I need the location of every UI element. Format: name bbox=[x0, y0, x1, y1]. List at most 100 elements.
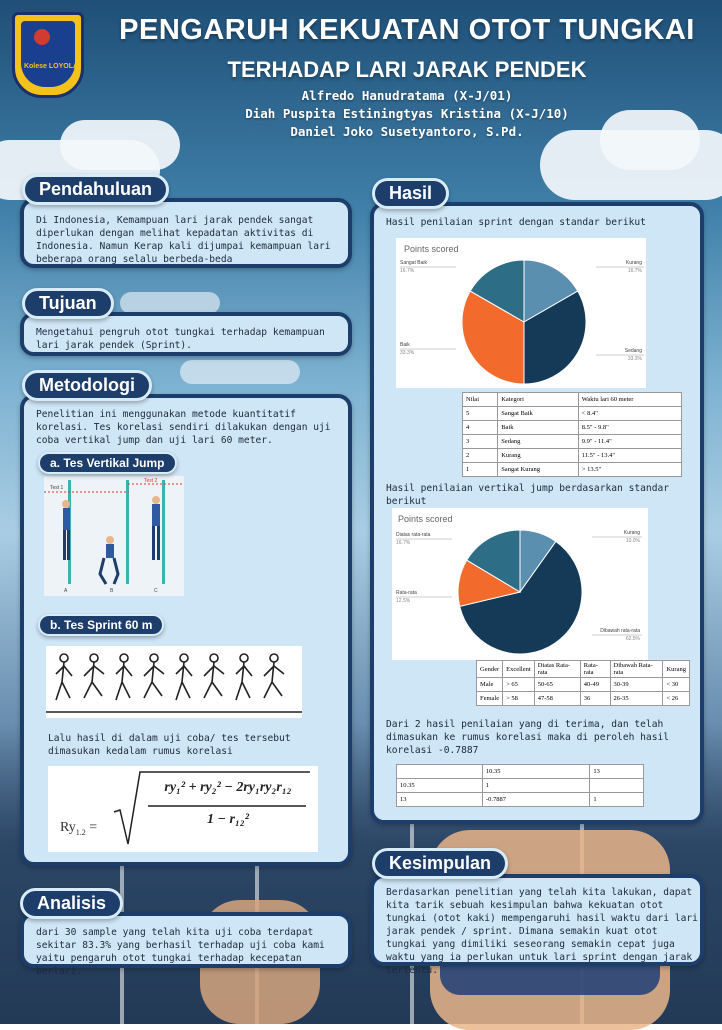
formula-denominator: 1 − r₁₂² bbox=[207, 812, 249, 827]
table-cell: 4 bbox=[461, 420, 499, 435]
pie-value-label: 33.3% bbox=[628, 356, 643, 362]
pie-label: Kurang bbox=[624, 530, 640, 536]
cloud bbox=[180, 360, 300, 384]
jump-standard-table: Gender Excellent Diatas Rata-rata Rata-rata… bbox=[475, 660, 690, 706]
table-header-cell: Excellent bbox=[502, 660, 535, 678]
table-cell: > 65 bbox=[502, 677, 535, 692]
cloud bbox=[120, 292, 220, 314]
hasil-conclusion: Dari 2 hasil penilaian yang di terima, d… bbox=[386, 719, 670, 756]
analisis-box: dari 30 sample yang telah kita uji coba … bbox=[20, 912, 352, 977]
table-cell: 13 bbox=[396, 792, 483, 807]
table-cell: 10.35 bbox=[396, 778, 483, 793]
table-cell: Baik bbox=[497, 420, 579, 435]
pie-value-label: 10.0% bbox=[626, 538, 641, 544]
table-row: 13 -0.7887 1 bbox=[396, 792, 644, 807]
table-row: 4 Baik 8.5" - 9.8" bbox=[461, 420, 683, 435]
table-cell: 11.5" - 13.4" bbox=[577, 448, 683, 463]
jump-label-test2: Test 2 bbox=[144, 478, 158, 484]
table-row: 10.35 13 bbox=[396, 764, 644, 779]
table-cell: < 26 bbox=[662, 691, 690, 706]
jump-label-c: C bbox=[154, 588, 158, 594]
poster-title-line1: PENGARUH KEKUATAN OTOT TUNGKAI bbox=[119, 14, 695, 46]
table-row: Gender Excellent Diatas Rata-rata Rata-rata… bbox=[475, 660, 690, 678]
cloud bbox=[60, 120, 180, 170]
table-cell: 9.9" - 11.4" bbox=[577, 434, 683, 449]
table-cell: Sangat Baik bbox=[497, 406, 579, 421]
pie-value-label: 16.7% bbox=[396, 540, 411, 546]
supervisor: Daniel Joko Susetyantoro, S.Pd. bbox=[290, 124, 524, 139]
table-cell: 1 bbox=[589, 792, 644, 807]
pie-label: Sangat Baik bbox=[400, 260, 427, 266]
table-cell: < 8.4" bbox=[577, 406, 683, 421]
pie-slice-kurang bbox=[523, 259, 579, 323]
table-cell: 36 bbox=[579, 691, 611, 706]
pie-label: Diatas rata-rata bbox=[396, 532, 431, 538]
pie-slice-sangat-baik bbox=[469, 259, 525, 323]
table-cell: 1 bbox=[481, 778, 591, 793]
hasil-heading: Hasil bbox=[372, 178, 450, 209]
tujuan-heading: Tujuan bbox=[22, 288, 114, 319]
poster-title-line2: TERHADAP LARI JARAK PENDEK bbox=[227, 57, 587, 82]
sprint-subheading: b. Tes Sprint 60 m bbox=[38, 614, 165, 636]
pie-label: Baik bbox=[400, 342, 410, 348]
pie-slice-baik bbox=[461, 290, 525, 385]
hasil-intro-sprint: Hasil penilaian sprint dengan standar be… bbox=[386, 217, 646, 228]
table-cell: 5 bbox=[461, 406, 499, 421]
table-row: 3 Sedang 9.9" - 11.4" bbox=[461, 434, 683, 449]
tujuan-text: Mengetahui pengruh otot tungkai terhadap… bbox=[36, 327, 325, 351]
table-cell: 47-58 bbox=[533, 691, 581, 706]
table-cell: 50-65 bbox=[533, 677, 581, 692]
jump-label-b: B bbox=[110, 588, 114, 594]
metodologi-after-text: Lalu hasil di dalam uji coba/ tes terseb… bbox=[48, 733, 291, 757]
formula-lhs-symbol: Ry bbox=[60, 820, 76, 835]
jump-label-a: A bbox=[64, 588, 68, 594]
kesimpulan-text: Berdasarkan penelitian yang telah kita l… bbox=[386, 887, 698, 976]
table-cell: Male bbox=[475, 677, 504, 692]
logo-text: Kolese LOYOLA bbox=[23, 63, 79, 70]
sprint-standard-table: Nilai Kategori Waktu lari 60 meter 5 Sangat … bbox=[461, 392, 683, 477]
kesimpulan-heading: Kesimpulan bbox=[372, 848, 509, 879]
table-header-cell: Diatas Rata-rata bbox=[533, 660, 581, 678]
table-header-cell: Nilai bbox=[461, 392, 499, 407]
correlation-table: 10.35 13 10.35 1 13 -0.7887 1 bbox=[396, 764, 644, 807]
vertical-jump-illustration: Test 1 Test 2 A B C bbox=[44, 478, 184, 594]
table-cell: 10.35 bbox=[481, 764, 591, 779]
hasil-box: Hasil penilaian sprint dengan standar be… bbox=[370, 202, 704, 824]
pie-value-label: 12.5% bbox=[396, 598, 411, 604]
table-cell: 2 bbox=[461, 448, 499, 463]
table-row: 1 Sangat Kurang > 13.5" bbox=[461, 462, 683, 477]
pie-value-label: 16.7% bbox=[400, 268, 415, 274]
table-cell: 40-49 bbox=[579, 677, 611, 692]
tujuan-box: Mengetahui pengruh otot tungkai terhadap… bbox=[20, 312, 352, 356]
analisis-heading: Analisis bbox=[20, 888, 124, 919]
table-header-cell: Rata-rata bbox=[579, 660, 611, 678]
cloud bbox=[600, 110, 700, 170]
correlation-formula: Ry1.2 = ry₁² + ry₂² − 2ry₁ry₂r₁₂ 1 − r₁₂… bbox=[48, 766, 318, 852]
pie-slice-sedang bbox=[523, 290, 587, 385]
pie-value-label: 62.5% bbox=[626, 636, 641, 642]
chart-title: Points scored bbox=[404, 244, 459, 254]
formula-lhs-subscript: 1.2 bbox=[75, 827, 86, 837]
table-row: Nilai Kategori Waktu lari 60 meter bbox=[461, 392, 683, 407]
pendahuluan-heading: Pendahuluan bbox=[22, 174, 170, 205]
metodologi-heading: Metodologi bbox=[22, 370, 152, 401]
lane-line bbox=[255, 764, 259, 1024]
table-header-cell: Gender bbox=[475, 660, 504, 678]
table-header-cell: Waktu lari 60 meter bbox=[577, 392, 683, 407]
table-cell: 13 bbox=[589, 764, 644, 779]
table-cell: Female bbox=[475, 691, 504, 706]
table-header-cell: Kategori bbox=[497, 392, 579, 407]
table-cell: > 13.5" bbox=[577, 462, 683, 477]
pie-label: Rata-rata bbox=[396, 590, 417, 596]
sprint-pie-svg: Kurang 16.7% Sedang 33.3% Baik 33.3% Sangat Ba… bbox=[400, 259, 644, 385]
jump-pie-svg: Kurang 10.0% Dibawah rata-rata 62.5% Rata-ra… bbox=[396, 529, 642, 655]
pie-value-label: 16.7% bbox=[628, 268, 643, 274]
table-row: Female > 58 47-58 36 26-35 < 26 bbox=[475, 691, 690, 706]
author-2: Diah Puspita Estiningtyas Kristina (X-J/… bbox=[245, 106, 569, 121]
table-row: 10.35 1 bbox=[396, 778, 644, 793]
sprint-illustration bbox=[46, 653, 302, 713]
logo-emblem-icon bbox=[34, 29, 50, 45]
pie-label: Sedang bbox=[625, 348, 642, 354]
table-row: 5 Sangat Baik < 8.4" bbox=[461, 406, 683, 421]
author-1: Alfredo Hanudratama (X-J/01) bbox=[301, 88, 513, 103]
